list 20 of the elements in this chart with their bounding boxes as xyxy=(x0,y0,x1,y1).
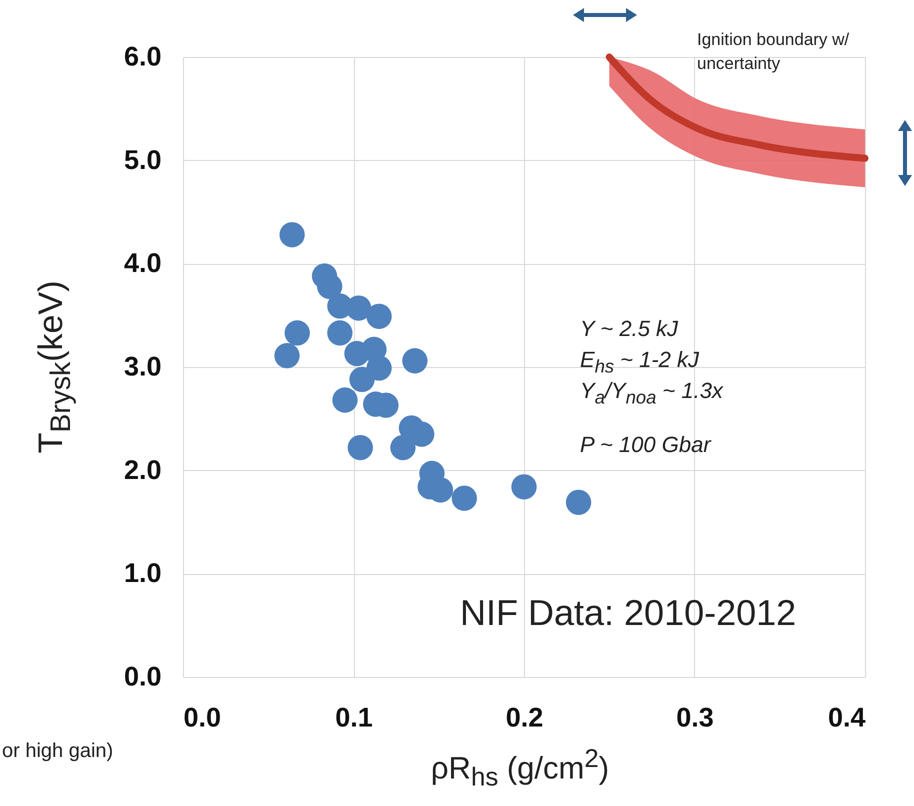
y-tick-label: 0.0 xyxy=(124,662,162,692)
annotation: E$_{hs}$ ~ 1-2 kJ xyxy=(580,347,700,378)
annotation: P ~ 100 Gbar xyxy=(580,432,711,458)
x-tick-label: 0.2 xyxy=(506,702,544,732)
x-axis-title: ρR$_{hs}$ (g/cm$^{2}$) xyxy=(430,745,610,792)
y-tick-label: 5.0 xyxy=(124,144,162,175)
y-tick-label: 4.0 xyxy=(124,248,162,278)
y-tick-label: 1.0 xyxy=(124,558,162,588)
x-tick-label: 0.3 xyxy=(676,702,714,732)
x-tick-label: 0.0 xyxy=(184,702,222,732)
annotation: Y$_{a}$/Y$_{noa}$ ~ 1.3x xyxy=(580,378,723,408)
text: or high gain) xyxy=(2,740,114,763)
x-tick-label: 0.1 xyxy=(335,702,373,732)
annotation: Ignition boundary w/ uncertainty xyxy=(697,29,850,75)
y-tick-label: 2.0 xyxy=(124,454,162,485)
y-tick-label: 6.0 xyxy=(124,42,162,72)
y-tick-label: 3.0 xyxy=(124,352,162,382)
annotation: Y ~ 2.5 kJ xyxy=(580,316,678,342)
annotation: NIF Data: 2010-2012 xyxy=(460,592,796,634)
x-tick-label: 0.4 xyxy=(828,702,866,732)
